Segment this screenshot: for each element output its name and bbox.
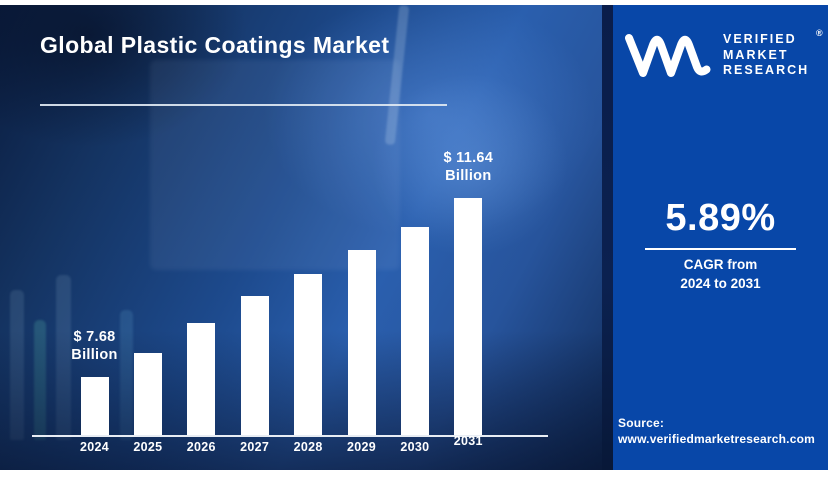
x-tick-2027: 2027: [240, 440, 270, 454]
bar-2028: [294, 274, 323, 435]
bar-2030: [400, 227, 429, 435]
infographic-artwork: Global Plastic Coatings Market 2024 2025 2…: [0, 5, 828, 470]
cagr-caption: CAGR from 2024 to 2031: [613, 256, 828, 294]
bar-2024: [80, 377, 109, 435]
source-url: www.verifiedmarketresearch.com: [618, 431, 815, 446]
bar-2025: [133, 353, 162, 435]
source-block: Source: www.verifiedmarketresearch.com: [618, 416, 815, 448]
cagr-caption-line: CAGR from: [683, 257, 758, 272]
value-label-2024: $ 7.68 Billion: [35, 328, 155, 365]
bar-2027: [240, 296, 269, 435]
bar-2031: [454, 198, 483, 435]
x-tick-2030: 2030: [400, 440, 430, 454]
section-divider: [602, 5, 613, 470]
value-label-line: $ 11.64: [443, 149, 494, 166]
cagr-caption-line: 2024 to 2031: [680, 275, 761, 291]
chart-section: Global Plastic Coatings Market 2024 2025 2…: [0, 5, 602, 470]
page-title: Global Plastic Coatings Market: [40, 32, 390, 58]
brand-wordmark: VERIFIED MARKET RESEARCH: [723, 32, 809, 79]
registered-trademark-icon: ®: [816, 28, 823, 38]
value-label-line: $ 7.68: [73, 328, 116, 345]
x-tick-2031: 2031: [453, 434, 483, 448]
value-label-line: Billion: [71, 347, 118, 364]
x-tick-2025: 2025: [133, 440, 163, 454]
x-axis-baseline: [32, 435, 548, 437]
source-label: Source:: [618, 416, 665, 430]
x-tick-2024: 2024: [79, 440, 109, 454]
x-tick-2028: 2028: [293, 440, 323, 454]
wordmark-line: MARKET: [723, 47, 789, 62]
value-label-2031: $ 11.64 Billion: [408, 149, 528, 186]
brand-panel: VERIFIED MARKET RESEARCH ® 5.89% CAGR fr…: [613, 5, 828, 470]
vmr-monogram-icon: [625, 34, 711, 77]
cagr-underline: [645, 248, 796, 250]
brand-logo: VERIFIED MARKET RESEARCH ®: [625, 28, 825, 84]
title-underline: [40, 104, 447, 106]
cagr-value: 5.89%: [665, 197, 776, 239]
bar-chart: 2024 2025 2026 2027 2028 2029 2030 2031 $ 7.68 Bi…: [0, 5, 602, 470]
wordmark-line: VERIFIED: [723, 32, 797, 46]
bar-2026: [187, 323, 216, 435]
x-tick-2026: 2026: [186, 440, 216, 454]
wordmark-line: RESEARCH: [723, 63, 810, 77]
x-tick-2029: 2029: [346, 440, 376, 454]
bar-2029: [347, 250, 376, 435]
value-label-line: Billion: [445, 168, 492, 185]
